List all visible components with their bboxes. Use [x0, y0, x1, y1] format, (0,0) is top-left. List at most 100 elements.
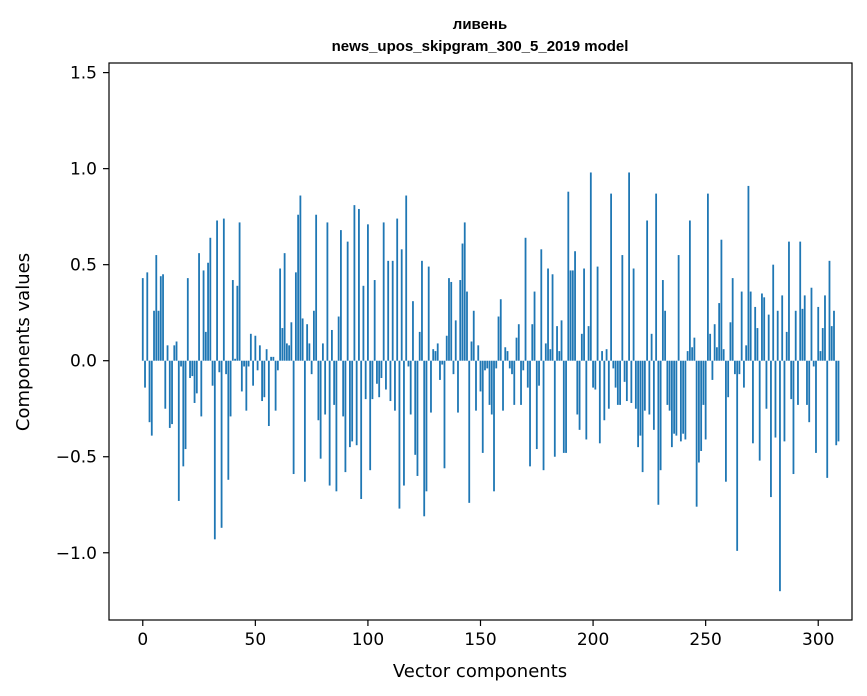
bar [734, 360, 736, 375]
bar [589, 172, 592, 361]
bar [369, 360, 372, 471]
bar [292, 360, 295, 475]
bar [193, 360, 196, 403]
bar [155, 255, 158, 361]
bar [407, 360, 410, 367]
bar [306, 324, 309, 361]
bar [540, 249, 543, 361]
bar [520, 360, 522, 405]
bar [400, 249, 403, 361]
bar [630, 360, 633, 403]
bar [745, 345, 748, 361]
y-tick-label: 1.0 [70, 160, 97, 180]
bar [828, 260, 831, 361]
bar [594, 360, 597, 390]
bar [553, 360, 556, 457]
bar [195, 360, 198, 394]
bar [434, 351, 437, 361]
x-tick-label: 0 [137, 630, 148, 650]
bar [166, 345, 169, 361]
bar [162, 274, 164, 361]
bar [684, 360, 687, 440]
bar [767, 314, 770, 361]
bar [281, 328, 284, 361]
bar [346, 241, 349, 361]
bar [231, 280, 234, 361]
bar [513, 360, 516, 405]
bar [639, 360, 642, 436]
x-tick-label: 50 [245, 630, 267, 650]
bar [265, 349, 268, 361]
bar [207, 262, 209, 361]
bar [803, 295, 806, 361]
bar [258, 345, 261, 361]
bar [747, 185, 750, 361]
bar [222, 218, 225, 361]
bar [758, 360, 761, 461]
bar [497, 316, 500, 361]
bar [698, 360, 700, 463]
bar [603, 360, 606, 421]
bar [833, 310, 835, 361]
bar [218, 360, 221, 373]
bar [448, 278, 450, 361]
bar [164, 360, 167, 409]
bar [333, 360, 336, 405]
bar [283, 253, 286, 361]
bar [774, 360, 777, 438]
bar [612, 360, 615, 369]
bar [837, 360, 840, 442]
bar [186, 278, 189, 361]
bar [788, 241, 790, 361]
bar [468, 360, 471, 503]
bar [243, 360, 245, 367]
bar [412, 301, 414, 361]
bar [326, 222, 329, 361]
bar [443, 360, 446, 469]
bar [679, 360, 682, 442]
bar [529, 360, 531, 467]
bar [812, 360, 815, 367]
bar [245, 360, 248, 411]
bar-series [141, 172, 840, 592]
bar [598, 360, 601, 444]
bar [722, 349, 725, 361]
bar [477, 345, 480, 361]
bar [772, 264, 775, 361]
bar [432, 349, 435, 361]
bar [475, 360, 477, 411]
bar [531, 324, 534, 361]
bar [610, 193, 612, 361]
bar [763, 297, 766, 361]
bar [499, 299, 502, 361]
bar [441, 360, 444, 365]
bar [423, 360, 426, 517]
bar [657, 360, 660, 505]
bar [648, 360, 651, 415]
bar [349, 360, 351, 448]
bar [544, 343, 547, 361]
bar [666, 360, 669, 405]
bar [310, 360, 313, 375]
bar [752, 360, 754, 444]
bar [263, 360, 266, 398]
bar [587, 326, 590, 361]
bar [360, 360, 363, 499]
bar [718, 303, 721, 361]
bar [731, 278, 734, 361]
y-tick-label: −1.0 [56, 544, 97, 564]
bar [693, 337, 696, 361]
bar [461, 243, 464, 361]
y-tick-label: −0.5 [56, 448, 97, 468]
bar [299, 195, 302, 361]
bar [770, 360, 772, 498]
bar [148, 360, 151, 423]
bar [621, 255, 624, 361]
bar [711, 360, 714, 380]
bar [826, 360, 829, 478]
bar [225, 360, 227, 375]
bar [740, 291, 743, 361]
bar [470, 341, 473, 361]
bar [457, 360, 459, 413]
bar [274, 360, 277, 411]
